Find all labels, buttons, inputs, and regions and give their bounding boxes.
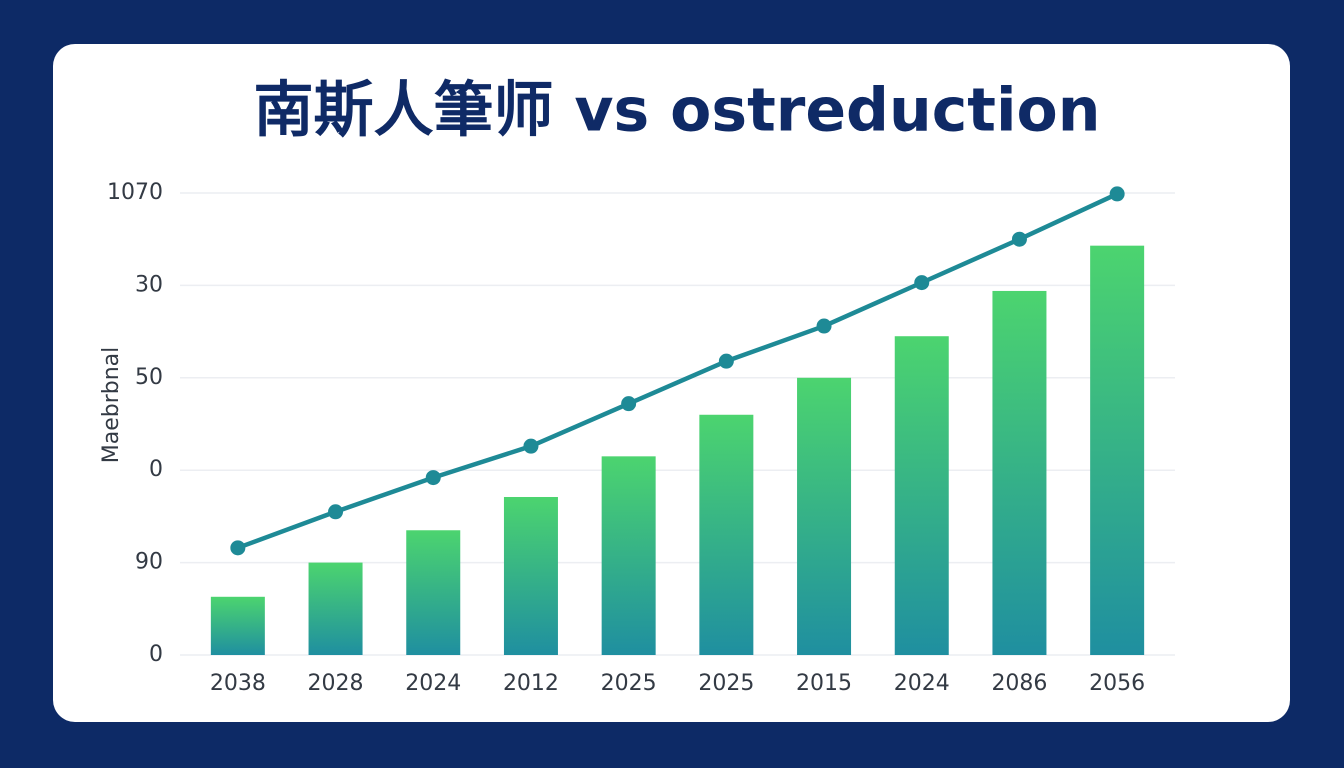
bar [894, 336, 949, 655]
x-tick-label: 2015 [796, 671, 852, 696]
line-point [425, 470, 441, 486]
x-tick-label: 2025 [601, 671, 657, 696]
bar [1090, 245, 1145, 655]
line-point [1109, 186, 1125, 202]
line-point [914, 275, 930, 291]
bar [699, 414, 754, 655]
line [237, 191, 1119, 550]
line-point [230, 540, 246, 556]
bar [503, 496, 558, 655]
line-point [816, 318, 832, 334]
bar [992, 290, 1047, 655]
y-tick-label: 0 [149, 642, 163, 667]
y-tick-label: 1070 [107, 180, 163, 205]
x-tick-label: 2038 [210, 671, 266, 696]
x-tick-label: 2056 [1089, 671, 1145, 696]
x-tick-label: 2025 [698, 671, 754, 696]
x-tick-label: 2028 [308, 671, 364, 696]
bar [210, 596, 265, 655]
y-axis-label: Maebrbnal [99, 347, 124, 464]
y-tick-label: 0 [149, 457, 163, 482]
line-point [718, 353, 734, 369]
bar [308, 562, 363, 655]
line-point [1011, 231, 1027, 247]
y-tick-label: 50 [135, 365, 163, 390]
y-tick-label: 30 [135, 272, 163, 297]
y-tick-label: 90 [135, 550, 163, 575]
chart-title: 南斯人筆师 vs ostreduction [254, 76, 1101, 146]
bar [797, 377, 852, 655]
x-tick-label: 2086 [991, 671, 1047, 696]
x-tick-label: 2024 [894, 671, 950, 696]
bar [406, 530, 461, 655]
x-tick-label: 2024 [405, 671, 461, 696]
x-tick-label: 2012 [503, 671, 559, 696]
line-point [621, 396, 637, 412]
line-point [523, 438, 539, 454]
bar [601, 456, 656, 655]
line-point [328, 504, 344, 520]
